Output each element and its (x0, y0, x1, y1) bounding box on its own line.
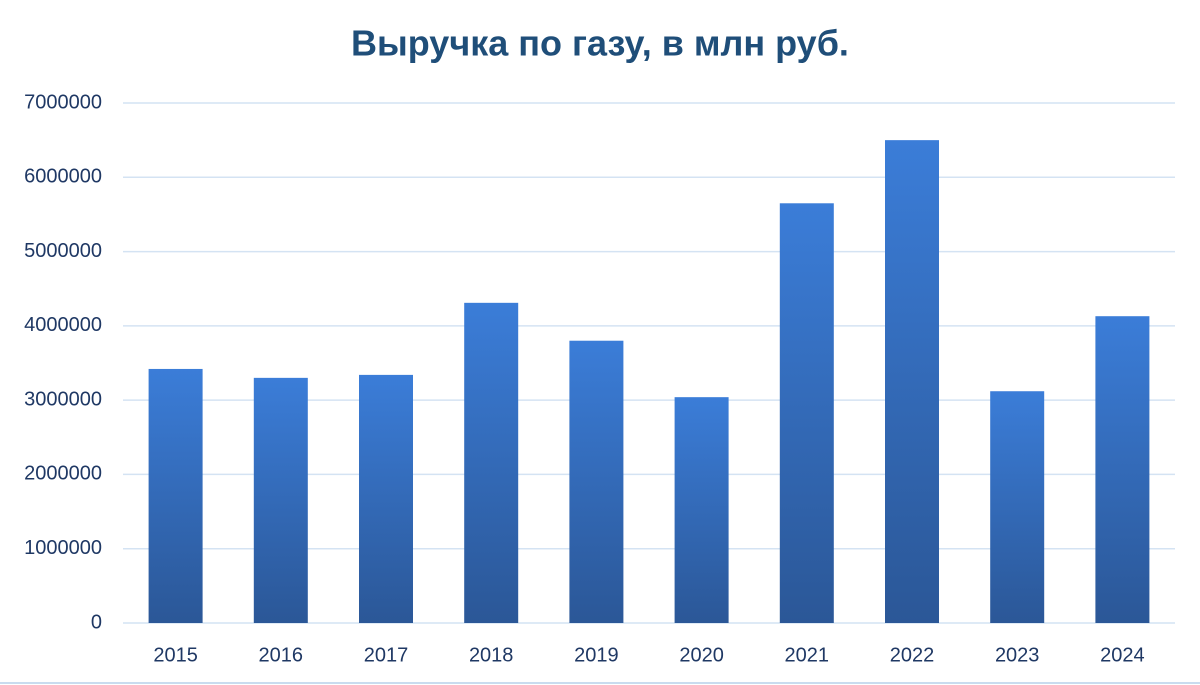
y-tick-label: 0 (91, 611, 102, 633)
bar (1095, 316, 1150, 623)
bar (779, 203, 834, 624)
x-tick-label: 2022 (890, 644, 935, 666)
y-tick-label: 2000000 (24, 463, 102, 485)
x-tick-label: 2019 (574, 644, 619, 666)
x-tick-label: 2021 (785, 644, 830, 666)
y-tick-label: 7000000 (24, 91, 102, 113)
x-tick-label: 2016 (259, 644, 304, 666)
bar (990, 391, 1045, 623)
x-tick-label: 2017 (364, 644, 409, 666)
bar (253, 377, 308, 623)
chart-title: Выручка по газу, в млн руб. (351, 23, 849, 64)
bar (148, 368, 203, 623)
x-tick-label: 2018 (469, 644, 514, 666)
y-tick-label: 1000000 (24, 537, 102, 559)
bar (569, 340, 624, 623)
bar (674, 397, 729, 623)
y-tick-label: 4000000 (24, 314, 102, 336)
x-tick-label: 2020 (679, 644, 724, 666)
x-tick-label: 2015 (153, 644, 198, 666)
x-tick-label: 2024 (1100, 644, 1145, 666)
bar (885, 140, 939, 623)
y-tick-label: 5000000 (24, 240, 102, 262)
x-tick-label: 2023 (995, 644, 1040, 666)
y-tick-label: 3000000 (24, 388, 102, 410)
y-tick-label: 6000000 (24, 166, 102, 188)
bar (359, 374, 413, 623)
bar (464, 302, 519, 623)
